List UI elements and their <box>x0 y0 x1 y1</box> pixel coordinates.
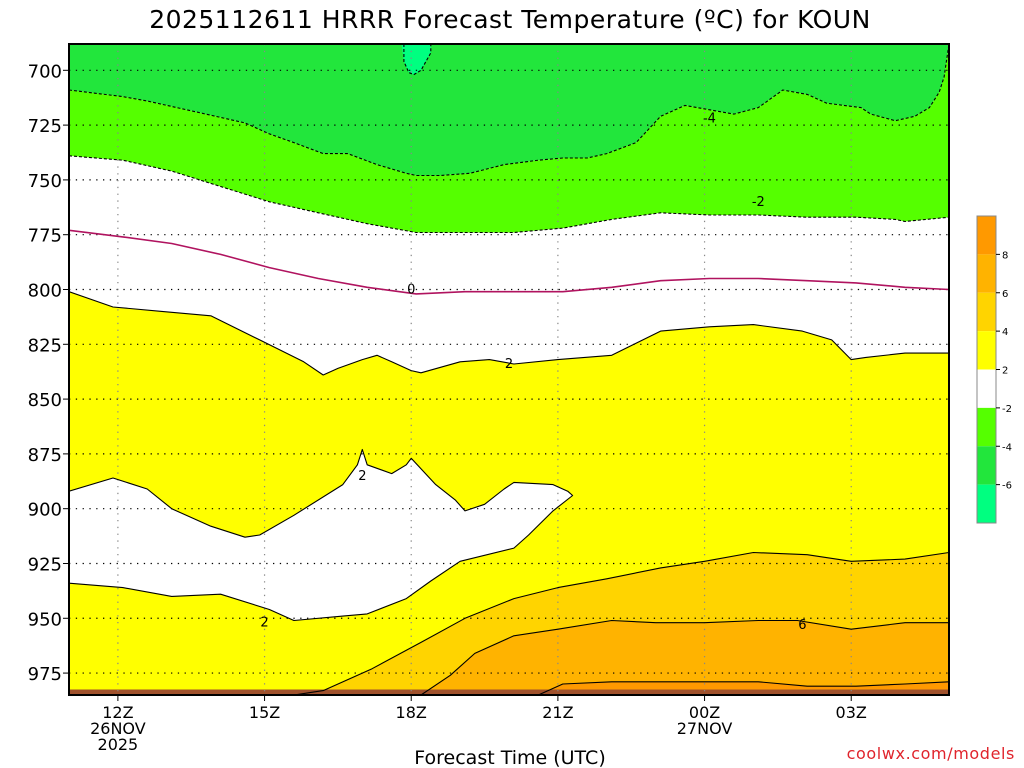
y-tick-label: 700 <box>28 61 62 82</box>
contour-lines <box>69 44 949 695</box>
contour-line-8 <box>538 681 949 695</box>
x-tick-label: 21Z <box>542 703 573 722</box>
contour-line--2 <box>69 155 949 234</box>
temperature-region--4 <box>69 44 949 233</box>
colorbar-swatch <box>977 292 996 332</box>
temperature-region--2-2 <box>69 449 573 621</box>
temperature-region-ground <box>69 689 949 695</box>
contour-line-0 <box>69 229 949 295</box>
x-tick-label: 12Z <box>102 703 133 722</box>
colorbar-tick-label: 6 <box>1002 289 1008 300</box>
colorbar-tick-label: 4 <box>1002 327 1008 338</box>
colorbar-swatch <box>977 407 996 447</box>
plot-area <box>69 44 949 695</box>
contour-line-2 <box>69 291 949 376</box>
colorbar-tick-label: -6 <box>1002 481 1012 492</box>
contour-label: 6 <box>798 618 806 633</box>
temperature-region--6 <box>69 44 949 176</box>
x-tick-label: 03Z <box>836 703 867 722</box>
x-axis-label: Forecast Time (UTC) <box>414 747 605 768</box>
x-tick-label: 00Z <box>689 703 720 722</box>
credit-text: coolwx.com/models <box>847 744 1015 763</box>
plot-frame <box>68 43 950 696</box>
chart-title: 2025112611 HRRR Forecast Temperature (ºC… <box>149 5 871 34</box>
temperature-region--8 <box>401 44 431 75</box>
y-tick-label: 900 <box>28 500 62 521</box>
contour-label: 2 <box>505 357 513 372</box>
colorbar-swatch <box>977 446 996 485</box>
contour-line--8 <box>403 44 432 76</box>
x-tick-label: 27NOV <box>677 719 733 738</box>
contour-line-6 <box>420 619 949 695</box>
y-tick-label: 750 <box>28 171 62 192</box>
y-tick-label: 775 <box>28 226 62 247</box>
x-tick-label: 2025 <box>98 735 139 754</box>
colorbar-swatch <box>977 484 996 523</box>
x-tick-label: 26NOV <box>90 719 146 738</box>
colorbar-swatch <box>977 216 996 255</box>
contour-label: -2 <box>752 195 765 210</box>
colorbar-swatch <box>977 331 996 370</box>
y-tick-label: 800 <box>28 280 62 301</box>
contour-line-4 <box>293 551 949 695</box>
colorbar: 8 6 4 2 -2 -4 -6 <box>976 215 1012 524</box>
contour-label: 2 <box>358 469 366 484</box>
contour-line-2 <box>69 448 574 622</box>
contour-label: 2 <box>260 616 268 631</box>
contour-label: -4 <box>703 112 716 127</box>
contour-line--6 <box>69 44 949 177</box>
y-tick-label: 950 <box>28 609 62 630</box>
y-tick-label: 850 <box>28 390 62 411</box>
y-tick-label: 925 <box>28 554 62 575</box>
axes: 70072575077580082585087590092595097512Z2… <box>28 43 950 754</box>
colorbar-tick-label: 8 <box>1002 250 1008 261</box>
colorbar-swatch <box>977 369 996 408</box>
x-tick-label: 18Z <box>396 703 427 722</box>
y-tick-label: 825 <box>28 335 62 356</box>
y-tick-label: 875 <box>28 445 62 466</box>
x-tick-label: 15Z <box>249 703 280 722</box>
colorbar-tick-label: 2 <box>1002 366 1008 377</box>
y-tick-label: 975 <box>28 664 62 685</box>
y-tick-label: 725 <box>28 116 62 137</box>
temperature-region-6-8 <box>421 620 949 695</box>
contour-labels: -4 -2 0 2 2 2 6 <box>260 112 806 633</box>
colorbar-tick-label: -4 <box>1002 442 1012 453</box>
colorbar-swatch <box>977 254 996 293</box>
contour-label: 0 <box>407 282 415 297</box>
colorbar-tick-label: -2 <box>1002 404 1012 415</box>
